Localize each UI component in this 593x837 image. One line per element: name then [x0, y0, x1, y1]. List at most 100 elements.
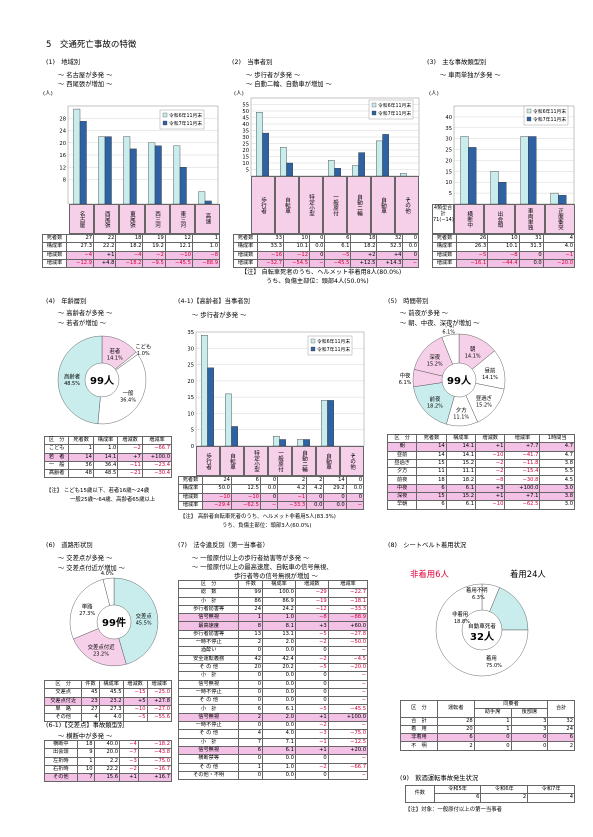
table-cell: −75.0 [137, 756, 173, 766]
table-cell: −10 [164, 250, 193, 260]
column-header: 死者数 [68, 435, 94, 446]
section-1-sub-b: ～ 西尾張が増加 ～ [58, 81, 113, 88]
table-cell: 0 [294, 696, 329, 706]
table-cell: − [327, 770, 369, 781]
table-row: 死者数 33 10 0 6 18 32 0 [233, 233, 419, 244]
table-cell: 1 [238, 762, 264, 772]
table-row: 横断禁等 0 0.0 0− [177, 754, 369, 764]
table-row: 歩行者妨害等 13 13.1 −5 −27.8 [177, 629, 369, 640]
table-row: 一時不停止 2 2.0 −2 −50.0 [177, 638, 369, 648]
table-cell: −3 [119, 756, 139, 766]
table-cell: 4 [238, 729, 264, 739]
bar [204, 200, 212, 204]
category-label: 自動二輪 [347, 176, 371, 234]
row-header: 増減率 [432, 258, 457, 269]
row-header: 増減率 [178, 500, 203, 511]
slice-value: 18.2% [427, 404, 443, 410]
row-header: そ の 他 [177, 762, 240, 772]
section-4-sub-a: ～ 高齢者が多発 ～ [58, 310, 113, 317]
y-tick-label: 50 [242, 109, 249, 115]
table-cell: −2 [294, 638, 329, 648]
table-cell: 2 [238, 712, 264, 723]
table-cell: 29.2 [323, 484, 347, 494]
row-header: 件数 [405, 785, 435, 803]
table-row: 左折時 1 2.2 −3 −75.0 [44, 756, 173, 766]
table-cell: 22.2 [93, 242, 117, 252]
bar [382, 134, 389, 177]
category-label: 自動車 [371, 176, 395, 234]
table-cell: 0 [238, 770, 264, 781]
table-cell: − [259, 500, 279, 511]
row-header: 一時不停止 [177, 721, 240, 731]
table-cell: +14.3 [376, 258, 404, 269]
section-4-1-title: (4-1)【高齢者】当事者別 [178, 298, 250, 305]
legend-box [368, 99, 414, 120]
table-cell: 45 [81, 688, 100, 698]
table-cell: 33 [257, 233, 284, 244]
table-cell: 42.4 [262, 654, 296, 664]
table-row: 酒酔い 0 0.0 0− [177, 646, 369, 656]
row-header: 早朝 [386, 500, 418, 510]
table-cell: 18 [115, 233, 144, 244]
pie-slice [102, 577, 115, 606]
table-row: 総 数 99 100.0 −29 −22.7 [177, 588, 369, 598]
table-cell: 2 [306, 475, 325, 486]
bar [520, 136, 529, 204]
category-label: 東三河 [169, 204, 195, 234]
table-cell: −2 [475, 467, 506, 477]
y-tick-label: 0 [191, 444, 194, 448]
table-cell: −33.3 [277, 500, 308, 511]
table-row: 死者数 24 6 0 2 2 14 0 [178, 475, 365, 486]
table-row: 前夜 18 18.2 −8 −30.8 4.5 [386, 475, 575, 485]
category-label: 高速 [194, 204, 221, 234]
section-4-title: (4) 年齢層別 [46, 298, 87, 305]
y-tick-label: 25 [187, 363, 194, 369]
table-cell: 4.0 [262, 729, 296, 739]
party-note-1: 【注】 自転車死者のうち、ヘルメット非着用8人(80.0%) [241, 269, 402, 276]
section-1-title: (1) 地域別 [46, 59, 81, 66]
table-cell: 12.5 [230, 484, 261, 494]
category-label: その他 [340, 446, 364, 476]
table-cell: 6 [436, 733, 475, 743]
table-cell: 6 [433, 793, 482, 803]
table-cell: 1 [238, 613, 264, 623]
bar [198, 191, 206, 204]
table-cell: −32.7 [257, 258, 284, 269]
section-8-title: (8) シートベルト着用状況 [388, 542, 467, 549]
table-cell: −16.1 [455, 258, 489, 269]
legend-swatch [371, 110, 377, 116]
category-label: 横断中 [454, 204, 485, 234]
bar [528, 136, 537, 204]
slice-label: 昼過ぎ [476, 394, 493, 402]
row-header: そ の 他 [177, 729, 240, 739]
table-cell: −16 [257, 250, 284, 260]
violation-table: 区 分件数 構成率 増減数 増減率総 数 99 100.0 −29 −22.7 小 計 86 86.… [177, 579, 369, 781]
table-cell: 0 [294, 671, 329, 681]
party-note-2: うち、負傷主部位：頭部4人(50.0%) [266, 278, 369, 285]
bar [262, 132, 269, 177]
section-5-title: (5) 時間帯別 [388, 298, 429, 305]
table-cell: 18 [350, 233, 378, 244]
table-cell: +20.0 [327, 745, 369, 756]
table-cell: 36 [68, 460, 94, 471]
table-cell: 86.9 [262, 596, 296, 606]
table-cell: 1.0 [191, 242, 221, 252]
category-label: 自転車 [220, 446, 244, 476]
table-cell: −27.0 [146, 704, 173, 715]
table-row: 夕方 11 11.1 −2 −15.4 5.5 [386, 467, 575, 477]
table-cell: +2 [350, 250, 378, 260]
table-cell: 3.8 [539, 458, 575, 469]
table-cell: −11 [117, 460, 143, 471]
row-header: 出会頭 [44, 748, 78, 758]
table-row: 信号無視 0 0.0 0− [177, 679, 369, 689]
slice-value: 14.1% [482, 375, 498, 381]
table-cell: +4 [376, 250, 404, 260]
table-cell: −18.2 [115, 258, 144, 269]
table-cell: 0.0 [262, 687, 296, 698]
section-6-1-sub: ～ 横断中が多発 ～ [58, 733, 113, 740]
table-cell: 1 [191, 233, 221, 244]
table-row: 単 路 27 27.3 −10 −27.0 [43, 704, 173, 715]
category-label: 特定小型 [244, 446, 268, 476]
age-note-1: 【注】 こども15歳以下、若者16歳～24歳 [46, 488, 150, 494]
